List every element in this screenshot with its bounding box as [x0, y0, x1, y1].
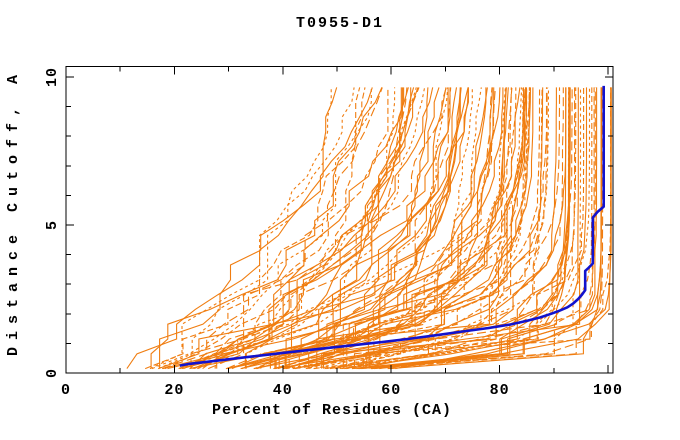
y-tick-label: 10	[44, 67, 61, 87]
model-curve	[244, 87, 469, 369]
model-curve	[161, 87, 383, 370]
model-curve	[308, 87, 544, 369]
model-curve	[245, 87, 482, 369]
model-curve	[379, 87, 612, 370]
model-curve	[292, 87, 534, 370]
model-curve	[178, 87, 389, 370]
x-tick-label: 80	[490, 382, 510, 399]
model-curve	[285, 87, 523, 370]
model-curve	[159, 87, 373, 369]
model-curve	[126, 87, 338, 369]
chart-title: T0955-D1	[296, 15, 384, 32]
model-curve	[179, 87, 396, 370]
model-curve	[255, 87, 493, 370]
model-curve	[363, 87, 596, 369]
model-curve	[197, 87, 429, 370]
y-axis-label: Distance Cutoff, A	[5, 68, 22, 356]
tick-labels: 0 20 40 60 80 100 0 5 10	[44, 67, 623, 399]
model-curve	[389, 87, 602, 370]
model-curve	[167, 87, 412, 370]
model-curve	[324, 87, 548, 370]
y-tick-label: 5	[44, 220, 61, 230]
model-curve	[274, 87, 501, 369]
model-curve	[197, 87, 426, 370]
model-curve	[214, 87, 449, 369]
model-curve	[346, 87, 570, 370]
model-curve	[358, 87, 579, 370]
model-curves-layer	[126, 87, 612, 370]
model-curve	[305, 87, 531, 370]
model-curve	[254, 87, 473, 370]
x-tick-label: 60	[381, 382, 401, 399]
model-curve	[370, 87, 598, 370]
model-curve	[342, 87, 548, 369]
model-curve	[274, 87, 512, 370]
model-curve	[322, 87, 557, 369]
model-curve	[225, 87, 434, 370]
model-curve	[282, 87, 509, 370]
x-tick-label: 100	[593, 382, 623, 399]
model-curve	[181, 87, 419, 370]
model-curve	[273, 87, 526, 370]
model-curve	[189, 87, 415, 369]
model-curve	[158, 87, 402, 370]
model-curve	[369, 87, 585, 369]
model-curve	[307, 87, 528, 370]
model-curve	[334, 87, 541, 370]
model-curve	[179, 87, 408, 370]
model-curve	[207, 87, 447, 370]
x-tick-label: 0	[61, 382, 71, 399]
model-curve	[190, 87, 420, 369]
x-tick-label: 20	[164, 382, 184, 399]
model-curve	[150, 87, 383, 369]
model-curve	[313, 87, 550, 370]
model-curve	[149, 87, 355, 370]
model-curve	[256, 87, 469, 370]
model-curve	[339, 87, 577, 370]
model-curve	[164, 87, 366, 370]
model-curve	[341, 87, 591, 370]
model-curve	[294, 87, 543, 370]
model-curve	[269, 87, 488, 369]
model-curve	[144, 87, 361, 370]
model-curve	[157, 87, 332, 370]
x-tick-label: 40	[273, 382, 293, 399]
model-curve	[231, 87, 458, 370]
highlight-curve	[179, 85, 605, 367]
x-axis-label: Percent of Residues (CA)	[212, 402, 452, 419]
model-curve	[346, 87, 561, 369]
model-curve	[316, 87, 532, 369]
axes-frame	[65, 66, 614, 374]
y-tick-label: 0	[44, 368, 61, 378]
model-curve	[344, 87, 567, 370]
model-curve	[358, 87, 582, 370]
model-curve	[313, 87, 531, 370]
model-curve	[353, 87, 576, 369]
model-curve	[193, 87, 417, 370]
model-curve	[227, 87, 447, 370]
